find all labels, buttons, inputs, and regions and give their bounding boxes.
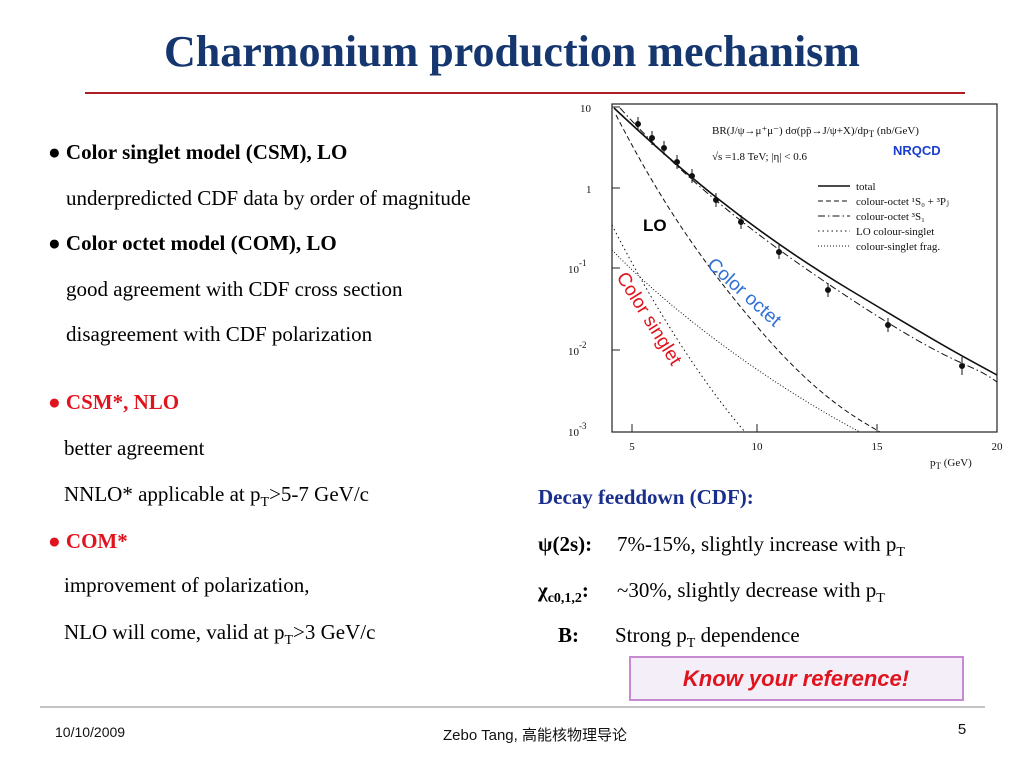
- bullet-line: better agreement: [64, 436, 205, 460]
- subscript: T: [261, 495, 270, 510]
- legend-label: colour-octet ³S₁: [856, 211, 925, 223]
- exponent: -3: [579, 421, 587, 431]
- subscript: T: [896, 545, 905, 560]
- total-curve: [613, 107, 998, 376]
- subscript: T: [936, 461, 942, 471]
- octet-3s1-curve: [619, 107, 998, 383]
- text: (GeV): [941, 457, 972, 469]
- legend: total colour-octet ¹S₀ + ³Pⱼ colour-octe…: [818, 181, 949, 253]
- y-tick-label: 10: [580, 103, 592, 115]
- base: 10: [568, 264, 580, 276]
- text: NLO will come, valid at p: [64, 620, 284, 644]
- subscript: c0,1,2: [548, 591, 582, 606]
- subscript: T: [284, 633, 293, 648]
- feeddown: Decay feeddown (CDF): ψ(2s): 7%-15%, slig…: [537, 485, 905, 651]
- label: :: [582, 578, 589, 602]
- singlet-frag-curve: [611, 249, 861, 433]
- nrqcd-label: NRQCD: [893, 143, 941, 158]
- base: 10: [568, 346, 580, 358]
- figure-header: BR(J/ψ→μ⁺μ⁻) dσ(pp̄→J/ψ+X)/dpT (nb/GeV): [712, 125, 919, 139]
- x-tick-label: 10: [752, 441, 764, 453]
- text: >3 GeV/c: [293, 620, 375, 644]
- footer-date: 10/10/2009: [55, 724, 125, 740]
- bullet-line: good agreement with CDF cross section: [66, 277, 403, 301]
- data-points: [635, 117, 965, 375]
- footer-author: Zebo Tang, 高能核物理导论: [443, 727, 627, 744]
- text: Strong p: [615, 623, 687, 647]
- bullet-head: ● Color singlet model (CSM), LO: [48, 140, 347, 164]
- text: 7%-15%, slightly increase with p: [617, 532, 896, 556]
- slide-title: Charmonium production mechanism: [164, 27, 860, 76]
- bullet-head: ● CSM*, NLO: [48, 390, 179, 414]
- y-tick-label: 10-3: [568, 421, 587, 439]
- footer-page: 5: [958, 721, 966, 738]
- y-ticks: 10 1 10-1 10-2 10-3: [568, 103, 620, 439]
- text: dependence: [695, 623, 799, 647]
- subscript: T: [687, 636, 696, 651]
- exponent: -2: [579, 340, 587, 350]
- legend-label: LO colour-singlet: [856, 226, 934, 238]
- lo-singlet-curve: [611, 224, 746, 433]
- feeddown-head: Decay feeddown (CDF):: [538, 485, 754, 509]
- y-tick-label: 10-1: [568, 258, 587, 276]
- subscript: T: [869, 129, 875, 139]
- text: NNLO* applicable at p: [64, 482, 261, 506]
- label: χ: [537, 578, 548, 602]
- bullet-line: NLO will come, valid at pT>3 GeV/c: [64, 620, 375, 648]
- label: ψ(2s):: [538, 532, 592, 556]
- feeddown-line: χc0,1,2: ~30%, slightly decrease with pT: [537, 578, 885, 606]
- bullet-line: disagreement with CDF polarization: [66, 322, 373, 346]
- bullet-line: underpredicted CDF data by order of magn…: [66, 186, 471, 210]
- note-box: [629, 656, 964, 701]
- bullet-line: NNLO* applicable at pT>5-7 GeV/c: [64, 482, 369, 510]
- x-tick-label: 5: [629, 441, 635, 453]
- left-text: ● Color singlet model (CSM), LO underpre…: [48, 140, 471, 648]
- feeddown-line: ψ(2s): 7%-15%, slightly increase with pT: [538, 532, 905, 560]
- curves: [611, 107, 998, 433]
- text: BR(J/ψ→μ⁺μ⁻) dσ(pp̄→J/ψ+X)/dp: [712, 125, 869, 137]
- octet-1s0-curve: [615, 114, 881, 433]
- note: Know your reference!: [683, 666, 909, 691]
- y-tick-label: 10-2: [568, 340, 587, 358]
- bullet-head: ● COM*: [48, 529, 128, 553]
- legend-label: colour-singlet frag.: [856, 241, 940, 253]
- x-axis-label: pT (GeV): [930, 457, 972, 471]
- text: >5-7 GeV/c: [269, 482, 369, 506]
- feeddown-line: B: Strong pT dependence: [558, 623, 800, 651]
- base: 10: [568, 427, 580, 439]
- text: (nb/GeV): [874, 125, 919, 137]
- label: B:: [558, 623, 579, 647]
- text: ~30%, slightly decrease with p: [617, 578, 876, 602]
- exponent: -1: [579, 258, 587, 268]
- legend-label: colour-octet ¹S₀ + ³Pⱼ: [856, 196, 949, 208]
- x-ticks: 5 10 15 20: [629, 424, 1003, 453]
- lo-label: LO: [643, 216, 667, 235]
- bullet-head: ● Color octet model (COM), LO: [48, 231, 337, 255]
- x-tick-label: 15: [872, 441, 884, 453]
- y-tick-label: 1: [586, 184, 592, 196]
- bullet-line: improvement of polarization,: [64, 573, 310, 597]
- x-tick-label: 20: [992, 441, 1004, 453]
- legend-label: total: [856, 181, 876, 193]
- figure-conditions: √s =1.8 TeV; |η| < 0.6: [712, 151, 807, 163]
- text: p: [930, 457, 936, 469]
- subscript: T: [876, 591, 885, 606]
